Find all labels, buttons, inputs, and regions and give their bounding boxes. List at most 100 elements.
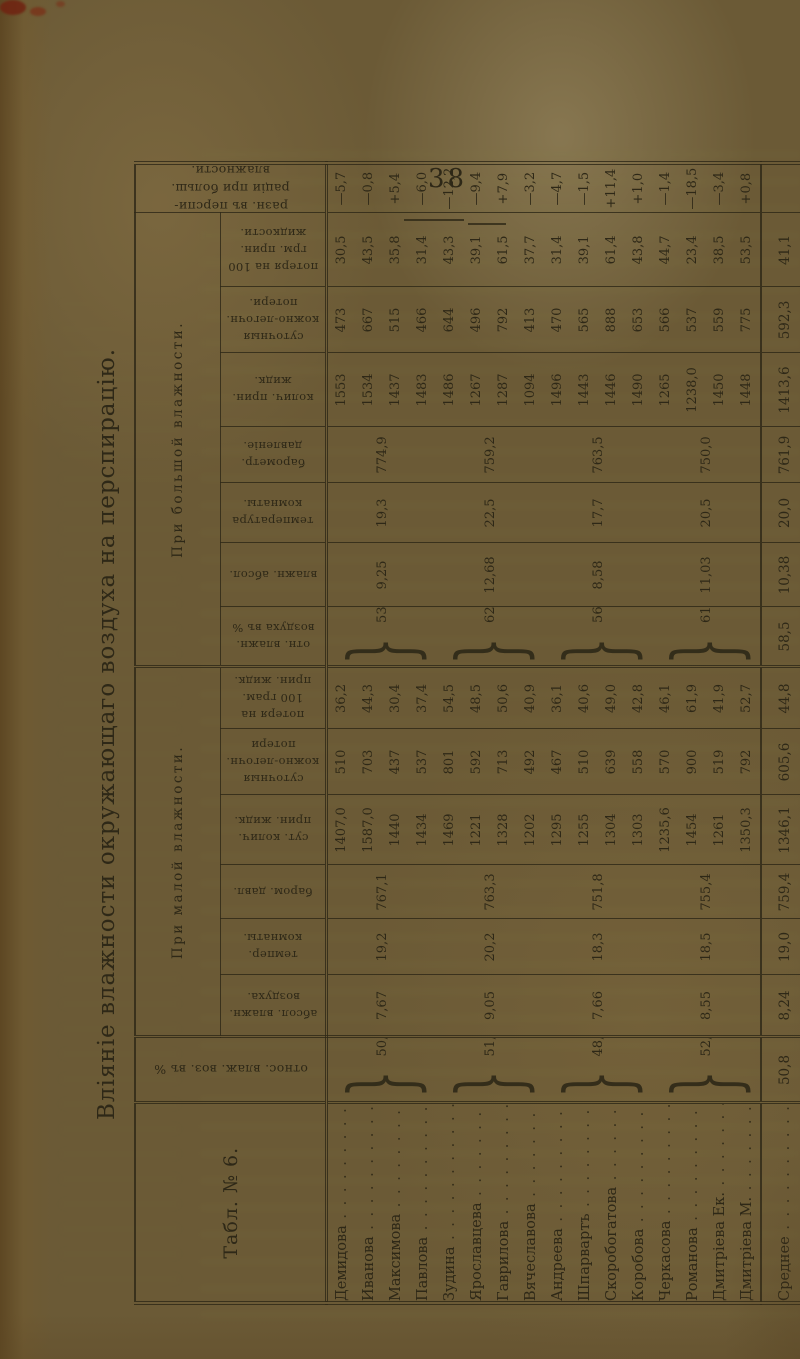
group-value: 50,4 <box>374 1037 390 1057</box>
cell-low-loss: 801 <box>436 729 463 795</box>
column-header-high-5: суточныя кожно-легочн. потери. <box>220 286 327 353</box>
group-value-wrap: 11,03 <box>699 543 714 606</box>
cell-low-loss-per-100: 52,7 <box>733 666 761 729</box>
cell-low-abs-humidity: 8,55 <box>652 975 761 1037</box>
cell-low-liquid: 1202 <box>517 795 544 865</box>
cell-high-temperature: 19,3 <box>326 482 436 543</box>
cell-low-liquid: 1587,0 <box>355 795 382 865</box>
group-value-wrap: 7,66 <box>591 976 606 1036</box>
dot-leader: . . . . . . . . . . . . . . . <box>468 1103 485 1203</box>
cell-low-barometer: 763,3 <box>436 865 544 919</box>
person-name: Гаврилова . . . . . . . . . . . . . . . <box>490 1103 517 1303</box>
group-value: 18,5 <box>698 932 714 962</box>
header-lines: барометр. давленіе. <box>221 427 325 482</box>
cell-low-loss: 639 <box>598 729 625 795</box>
header-row: Табл. № 6. относ. влаж. воз. въ % При мало… <box>135 162 327 1303</box>
table-row: Дмитріева Ек. . . . . . . . . . . . . . … <box>706 162 733 1303</box>
header-line: температура <box>232 514 314 529</box>
group-value-wrap: 9,25 <box>375 543 390 606</box>
cell-low-liquid: 1304 <box>598 795 625 865</box>
group-value-wrap: } 50,4 <box>330 1037 433 1102</box>
person-name: Зудина . . . . . . . . . . . . . . . <box>436 1103 463 1303</box>
column-header-low-1: темпер. комнаты. <box>220 919 327 975</box>
cell-difference: —3,2 <box>517 162 544 213</box>
page-bottom-shadow <box>0 1313 800 1359</box>
group-value: 7,67 <box>374 991 390 1020</box>
person-name-text: Павлова <box>414 1236 431 1301</box>
group-label-high: При большой влажности. <box>135 212 221 667</box>
person-name: Максимова . . . . . . . . . . . . . . . <box>382 1103 409 1303</box>
cell-high-loss: 653 <box>625 286 652 353</box>
cell-difference: —5,7 <box>326 162 355 213</box>
group-value-wrap: 18,3 <box>591 920 606 975</box>
column-header-rel-humidity-low: относ. влаж. воз. въ % <box>135 1037 327 1103</box>
cell-low-loss: 703 <box>355 729 382 795</box>
cell-low-temperature: 20,2 <box>436 919 544 975</box>
cell-low-barometer: 767,1 <box>326 865 436 919</box>
person-name-text: Дмитріева М. <box>738 1196 755 1301</box>
cell-high-liquid: 1238,0 <box>679 352 706 427</box>
cell-low-loss-per-100: 44,3 <box>355 666 382 729</box>
header-line: суточныя <box>242 772 304 786</box>
dot-leader: . . . . . . . . . . . . . . . <box>414 1103 431 1237</box>
avg-low-loss-per-100: 44,8 <box>761 666 800 729</box>
group-value: 51,1 <box>482 1037 498 1057</box>
table-title: Вліяніе влажности окружающаго воздуха на… <box>94 347 120 1121</box>
cell-high-temperature: 17,7 <box>544 482 652 543</box>
cell-low-temperature: 18,5 <box>652 919 761 975</box>
cell-difference: —18,5 <box>679 162 706 213</box>
person-name-text: Ярославцева <box>468 1202 485 1301</box>
cell-low-loss: 900 <box>679 729 706 795</box>
cell-high-abs-humidity: 9,25 <box>326 542 436 607</box>
header-line: влажности. <box>190 163 270 179</box>
group-value-wrap: } 51,1 <box>438 1037 541 1102</box>
humidity-perspiration-table: Табл. № 6. относ. влаж. воз. въ % При мало… <box>134 160 800 1305</box>
cell-low-loss-per-100: 46,1 <box>652 666 679 729</box>
group-brace: } <box>330 636 434 665</box>
cell-high-liquid: 1450 <box>706 352 733 427</box>
header-line: прин. жидк. <box>234 674 312 689</box>
cell-high-loss-per-100: 61,5 <box>490 212 517 287</box>
cell-low-loss-per-100: 48,5 <box>463 666 490 729</box>
cell-difference: +1,0 <box>625 162 652 213</box>
header-lines: влажн. абсол. <box>221 543 325 606</box>
cell-low-rel-humidity: } 51,1 <box>436 1037 544 1103</box>
group-value-wrap: 20,5 <box>699 483 714 542</box>
cell-low-loss-per-100: 36,2 <box>326 666 355 729</box>
avg-difference <box>761 162 800 213</box>
cell-low-barometer: 751,8 <box>544 865 652 919</box>
table-row: Гаврилова . . . . . . . . . . . . . . . 1… <box>490 162 517 1303</box>
cell-high-liquid: 1553 <box>326 352 355 427</box>
group-value: 62,5 <box>482 606 498 623</box>
average-label-text: Среднее <box>776 1236 793 1301</box>
cell-low-loss: 792 <box>733 729 761 795</box>
cell-high-loss: 466 <box>409 286 436 353</box>
person-name-text: Вячеславова <box>522 1203 539 1301</box>
column-header-low-5: потеря на 100 грам. прин. жидк. <box>220 666 327 729</box>
page-number-rule <box>404 219 464 221</box>
cell-low-liquid: 1434 <box>409 795 436 865</box>
cell-high-liquid: 1490 <box>625 352 652 427</box>
cell-low-liquid: 1261 <box>706 795 733 865</box>
group-value: 53,6 <box>374 606 390 623</box>
header-line: суточныя <box>242 329 304 344</box>
cell-low-loss: 492 <box>517 729 544 795</box>
cell-high-temperature: 20,5 <box>652 482 761 543</box>
cell-high-loss-per-100: 38,5 <box>706 212 733 287</box>
group-value: 7,66 <box>590 991 606 1020</box>
cell-high-loss: 775 <box>733 286 761 353</box>
cell-high-loss-per-100: 43,8 <box>625 212 652 287</box>
header-line: воздуха. <box>246 990 300 1004</box>
group-value: 22,5 <box>482 498 498 528</box>
cell-low-liquid: 1454 <box>679 795 706 865</box>
header-line: потери <box>250 738 296 752</box>
dot-leader: . . . . . . . . . . . . . . . <box>576 1103 593 1214</box>
person-name: Ярославцева . . . . . . . . . . . . . . … <box>463 1103 490 1303</box>
group-value: 61,1 <box>698 606 714 623</box>
cell-difference: +7,9 <box>490 162 517 213</box>
person-name-text: Андреева <box>549 1228 566 1301</box>
average-label: Среднее . . . . . . . . . . . . . . . <box>761 1103 800 1303</box>
header-line: колич. прин. <box>232 391 314 406</box>
cell-low-temperature: 19,2 <box>326 919 436 975</box>
cell-low-loss: 570 <box>652 729 679 795</box>
